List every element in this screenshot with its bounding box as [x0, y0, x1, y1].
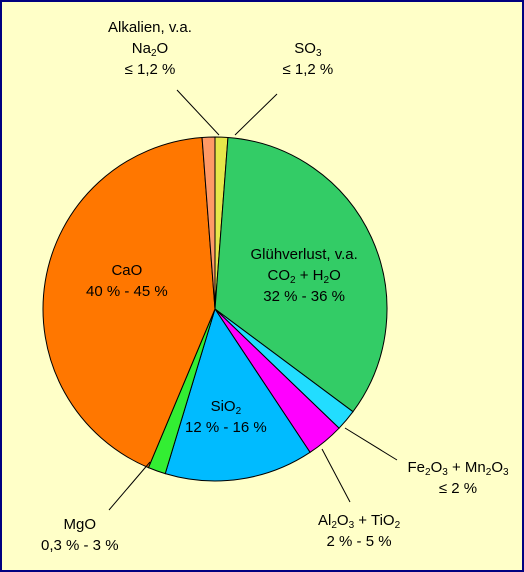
leader-line-mgo [108, 461, 151, 511]
slice-label-line: CaO [111, 262, 143, 279]
slice-label-line: ≤ 1,2 % [282, 61, 334, 78]
slice-label-line: 12 % - 16 % [185, 419, 267, 436]
pie-slices [42, 136, 388, 482]
slice-label-sio2: SiO2 12 % - 16 % [185, 396, 267, 438]
leader-line-al2o3-tio2 [321, 448, 351, 503]
slice-label-alkalien: Alkalien, v.a. Na2O ≤ 1,2 % [108, 17, 192, 80]
slice-label-line: Al2O3 + TiO2 [318, 512, 401, 531]
slice-label-line: Na2O [131, 40, 169, 59]
pie-slice-alkalien [201, 136, 216, 310]
leader-line-fe2o3-mn2o3 [344, 427, 398, 461]
slice-label-gluehverlust: Glühverlust, v.a. CO2 + H2O 32 % - 36 % [251, 244, 358, 307]
pie-slice-sio2 [164, 307, 311, 482]
slice-label-fe2o3-mn2o3: Fe2O3 + Mn2O3 ≤ 2 % [408, 457, 509, 499]
slice-label-line: SO3 [294, 40, 322, 59]
slice-label-cao: CaO 40 % - 45 % [86, 260, 168, 302]
slice-label-line: ≤ 1,2 % [124, 61, 176, 78]
slice-label-line: 0,3 % - 3 % [41, 537, 119, 554]
slice-label-line: SiO2 [210, 398, 242, 417]
slice-label-so3: SO3 ≤ 1,2 % [283, 38, 334, 80]
slice-label-line: Fe2O3 + Mn2O3 [407, 459, 509, 478]
leader-line-alkalien [176, 89, 220, 136]
slice-label-line: Glühverlust, v.a. [250, 246, 358, 263]
slice-label-line: 32 % - 36 % [263, 288, 345, 305]
slice-label-line: ≤ 2 % [438, 480, 478, 497]
slice-label-line: 40 % - 45 % [86, 283, 168, 300]
pie-slice-cao [42, 136, 216, 469]
leader-lines [108, 89, 398, 511]
leader-line-so3 [234, 93, 278, 136]
slice-label-al2o3-tio2: Al2O3 + TiO2 2 % - 5 % [318, 510, 400, 552]
slice-label-line: MgO [63, 516, 97, 533]
slice-label-mgo: MgO 0,3 % - 3 % [41, 514, 119, 556]
pie-slice-gluehverlust [214, 136, 388, 413]
slice-label-line: 2 % - 5 % [326, 533, 392, 550]
slice-label-line: CO2 + H2O [267, 267, 341, 286]
slice-label-line: Alkalien, v.a. [108, 19, 192, 36]
